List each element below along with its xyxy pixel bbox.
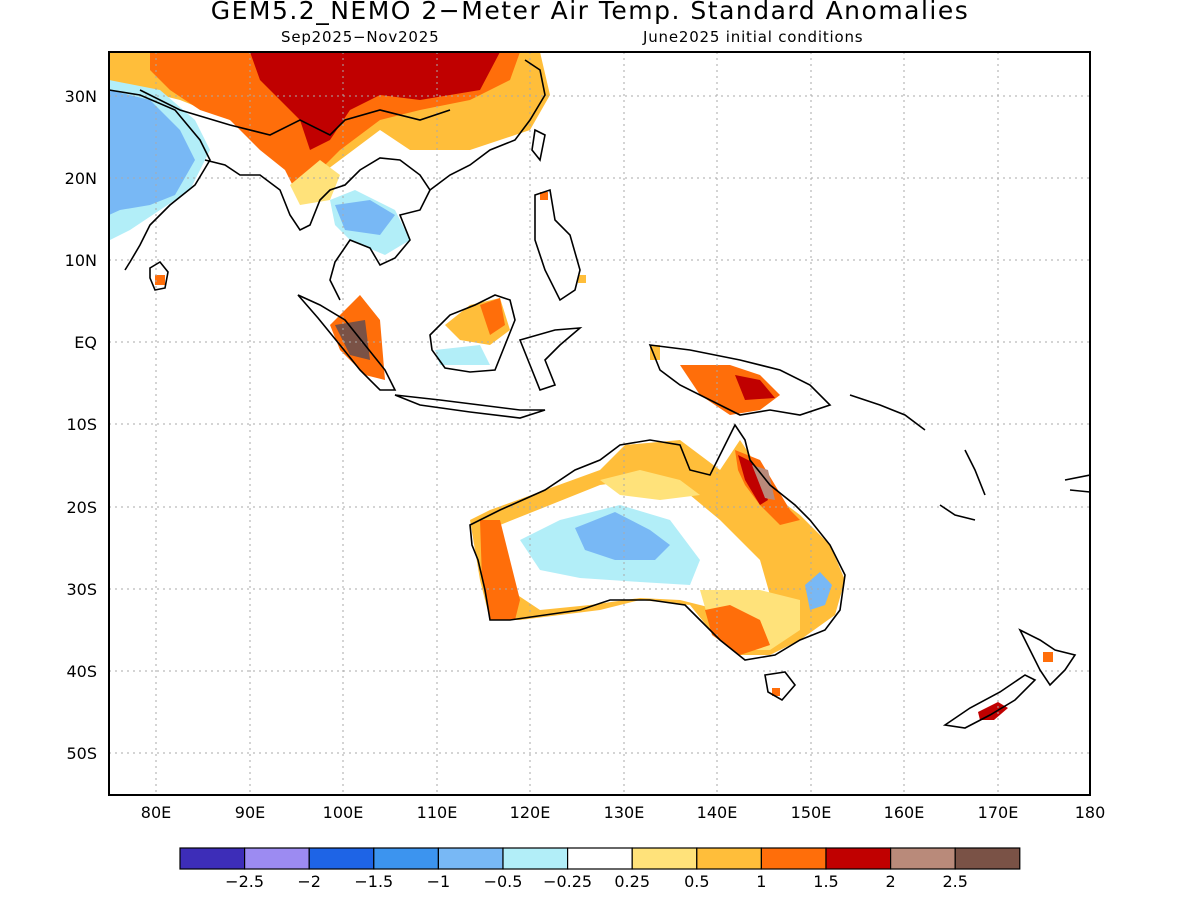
colorbar-tick-label: −2.5 [225, 872, 265, 891]
colorbar-tick-label: −0.5 [483, 872, 523, 891]
coastlines [109, 59, 1090, 729]
colorbar-tick-label: −0.25 [543, 872, 593, 891]
colorbar-swatch [825, 847, 892, 870]
latitude-tick-label: 50S [66, 744, 97, 763]
anomaly-region [1043, 652, 1053, 662]
coastline-sumatra [297, 294, 397, 391]
colorbar-tick-label: −2 [297, 872, 321, 891]
coastline-fiji [1064, 474, 1090, 493]
coastline-newzealand-north [1018, 628, 1077, 687]
anomaly-region [155, 275, 165, 285]
longitude-tick-label: 150E [790, 803, 832, 822]
coastline-java [394, 394, 546, 419]
colorbar-swatch [373, 847, 439, 870]
coastline-newzealand-south [942, 674, 1037, 729]
colorbar-swatch [179, 847, 246, 870]
coastline-borneo [429, 294, 516, 373]
anomaly-region [575, 512, 670, 560]
colorbar-tick-label: 0.5 [684, 872, 710, 891]
anomaly-region [480, 520, 520, 620]
latitude-tick-label: 10N [64, 251, 97, 270]
longitude-tick-label: 180 [1074, 803, 1106, 822]
colorbar-tick-label: −1 [426, 872, 451, 891]
colorbar-swatch [954, 847, 1021, 870]
latitude-tick-label: 20S [66, 498, 97, 517]
coastline-newguinea [648, 344, 832, 416]
anomaly-region [335, 200, 395, 235]
latitude-tick-label: 40S [66, 662, 97, 681]
colorbar-swatch [696, 847, 762, 870]
colorbar-tick-label: 1.5 [813, 872, 839, 891]
map-title: GEM5.2_NEMO 2−Meter Air Temp. Standard A… [210, 0, 970, 25]
longitude-tick-label: 140E [696, 803, 738, 822]
colorbar-tick-label: 0.25 [614, 872, 650, 891]
anomaly-region [805, 572, 832, 610]
coastline-taiwan [531, 128, 546, 162]
coastline-australia [469, 423, 846, 661]
coastline-tasmania [764, 671, 797, 702]
anomaly-region [290, 160, 340, 205]
longitude-tick-label: 130E [603, 803, 645, 822]
grid-lines [109, 52, 1090, 795]
anomaly-region [680, 365, 780, 415]
colorbar-swatch [502, 847, 569, 870]
anomaly-region [335, 320, 370, 360]
longitude-tick-label: 100E [322, 803, 364, 822]
coastline-china [429, 59, 546, 191]
anomaly-region [480, 298, 505, 335]
forecast-period: Sep2025−Nov2025 [281, 28, 440, 46]
anomaly-region [578, 275, 586, 283]
anomaly-region [540, 192, 548, 200]
colorbar [179, 847, 1021, 870]
colorbar-tick-label: −1.5 [354, 872, 394, 891]
latitude-tick-label: 20N [64, 169, 97, 188]
coastline-asia [109, 89, 431, 301]
colorbar-swatch [308, 847, 375, 870]
longitude-tick-label: 90E [234, 803, 266, 822]
coastline-philippines [534, 188, 581, 302]
coastline-sulawesi [518, 327, 583, 391]
colorbar-swatch [437, 847, 504, 870]
anomaly-region [435, 345, 490, 365]
anomaly-region [738, 455, 768, 505]
anomaly-region [978, 702, 1008, 720]
coastline-vanuatu [939, 449, 986, 521]
anomaly-region [772, 688, 780, 696]
latitude-tick-label: 30S [66, 580, 97, 599]
longitude-tick-label: 110E [416, 803, 458, 822]
coastline-himalaya [139, 89, 451, 136]
latitude-tick-label: 30N [64, 87, 97, 106]
colorbar-swatch [244, 847, 310, 870]
anomaly-region [735, 375, 775, 400]
coastline-solomons [849, 394, 926, 431]
colorbar-swatch [760, 847, 827, 870]
anomaly-region [705, 605, 770, 655]
initial-conditions: June2025 initial conditions [643, 28, 864, 46]
colorbar-swatch [566, 847, 633, 870]
anomaly-region [600, 470, 700, 500]
longitude-tick-label: 80E [140, 803, 172, 822]
coastline-srilanka [149, 260, 169, 291]
longitude-tick-label: 170E [977, 803, 1019, 822]
latitude-tick-label: 10S [66, 415, 97, 434]
anomaly-region [752, 465, 775, 500]
anomaly-region [650, 345, 660, 360]
longitude-tick-label: 120E [509, 803, 551, 822]
colorbar-tick-label: 1 [756, 872, 767, 891]
colorbar-swatch [631, 847, 698, 870]
colorbar-tick-label: 2 [885, 872, 896, 891]
colorbar-swatch [889, 847, 956, 870]
anomaly-field [109, 52, 1053, 720]
longitude-tick-label: 160E [883, 803, 925, 822]
colorbar-tick-label: 2.5 [942, 872, 968, 891]
map-frame [108, 51, 1091, 796]
anomaly-region [109, 90, 195, 215]
latitude-tick-label: EQ [74, 333, 97, 352]
